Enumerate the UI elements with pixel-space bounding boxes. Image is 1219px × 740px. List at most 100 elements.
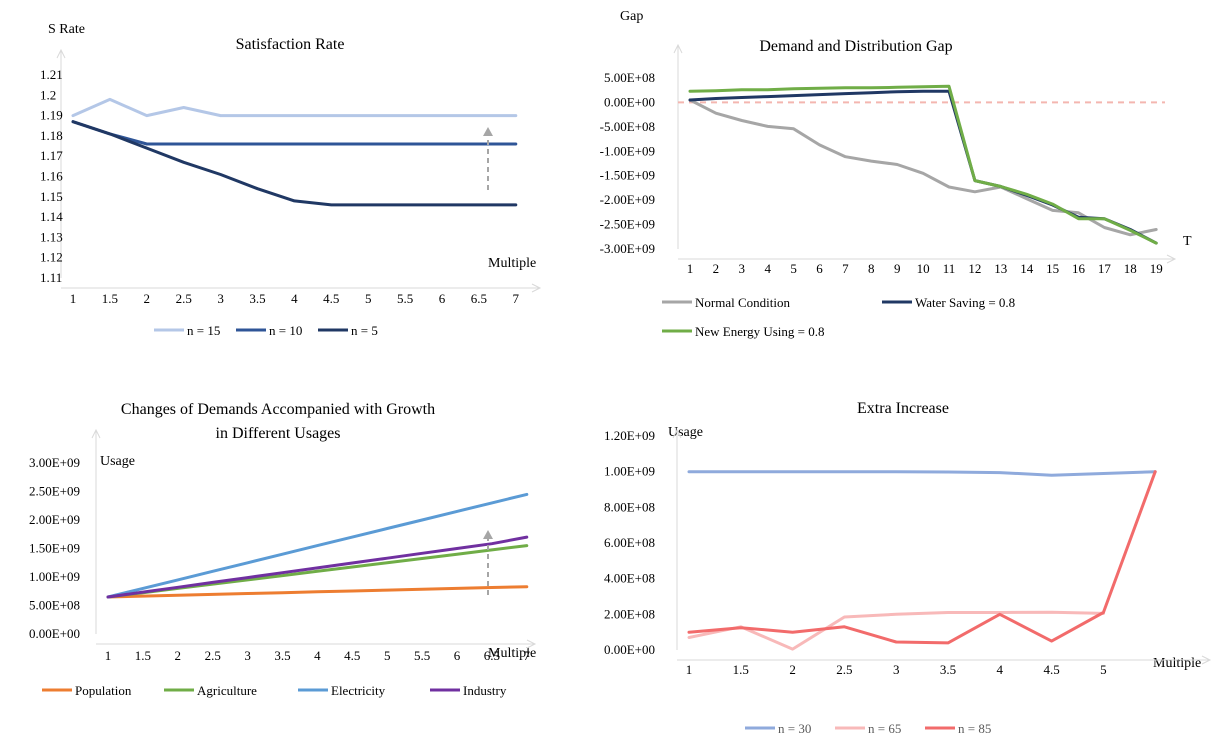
chart2-xlabel: T xyxy=(1183,234,1192,249)
chart3-x-tick-label: 3.5 xyxy=(274,648,290,663)
chart3-y-tick-label: 2.00E+09 xyxy=(29,512,80,527)
chart3-y-tick-label: 5.00E+08 xyxy=(29,598,80,613)
chart2-y-tick-label: -5.00E+08 xyxy=(600,119,655,134)
chart2-legend-label: New Energy Using = 0.8 xyxy=(695,324,825,339)
chart2-x-tick-label: 17 xyxy=(1098,261,1112,276)
chart1-series-line-n-10 xyxy=(71,120,518,146)
chart4-series-line-n-30 xyxy=(687,470,1157,477)
chart4-x-tick-label: 3 xyxy=(893,662,900,677)
chart1-x-tick-label: 1.5 xyxy=(102,291,118,306)
chart3-x-tick-label: 4 xyxy=(314,648,321,663)
chart2-series-line-water-saving-0-8 xyxy=(688,89,1158,245)
chart4-x-arrowhead xyxy=(1201,655,1212,665)
chart2-x-tick-label: 11 xyxy=(943,261,956,276)
chart2-x-tick-label: 9 xyxy=(894,261,901,276)
chart2-y-tick-label: 0.00E+00 xyxy=(604,94,655,109)
chart1-y-tick-label: 1.2 xyxy=(40,87,56,102)
chart4-y-tick-label: 0.00E+00 xyxy=(604,642,655,657)
chart4-y-tick-label: 1.20E+09 xyxy=(604,428,655,443)
chart4-y-tick-label: 1.00E+09 xyxy=(604,464,655,479)
chart2-x-tick-label: 18 xyxy=(1124,261,1137,276)
chart2-legend-label: Water Saving = 0.8 xyxy=(915,295,1015,310)
chart2-x-tick-label: 14 xyxy=(1020,261,1034,276)
chart3-legend-label: Population xyxy=(75,683,132,698)
chart2-series-line-normal-condition xyxy=(688,98,1158,237)
chart1-annotation-arrowhead xyxy=(483,127,493,136)
chart3-x-tick-label: 5.5 xyxy=(414,648,430,663)
chart1-x-tick-label: 2 xyxy=(144,291,151,306)
chart3-xlabel: Multiple xyxy=(488,646,536,661)
chart4-x-tick-label: 5 xyxy=(1100,662,1107,677)
chart2-x-tick-label: 4 xyxy=(764,261,771,276)
chart3-x-tick-label: 3 xyxy=(244,648,251,663)
chart4-x-tick-label: 3.5 xyxy=(940,662,956,677)
chart2-y-tick-label: 5.00E+08 xyxy=(604,70,655,85)
chart3-x-tick-label: 1.5 xyxy=(135,648,151,663)
chart1-ylabel: S Rate xyxy=(48,22,85,37)
chart4-xlabel: Multiple xyxy=(1153,656,1201,671)
chart2-y-tick-label: -1.00E+09 xyxy=(600,143,655,158)
chart1-y-tick-label: 1.12 xyxy=(40,250,63,265)
chart3-ylabel: Usage xyxy=(100,454,135,469)
chart3-legend-label: Industry xyxy=(463,683,507,698)
chart3-legend-label: Agriculture xyxy=(197,683,257,698)
chart1-title: Satisfaction Rate xyxy=(236,36,345,53)
chart2-x-tick-label: 15 xyxy=(1046,261,1059,276)
chart2-y-tick-label: -3.00E+09 xyxy=(600,241,655,256)
chart2-y-tick-label: -2.50E+09 xyxy=(600,217,655,232)
chart2-x-tick-label: 5 xyxy=(790,261,797,276)
chart3-y-tick-label: 3.00E+09 xyxy=(29,455,80,470)
chart2-x-tick-label: 10 xyxy=(917,261,930,276)
chart1-xlabel: Multiple xyxy=(488,256,536,271)
chart3-x-tick-label: 6.5 xyxy=(484,648,500,663)
chart1-y-tick-label: 1.18 xyxy=(40,128,63,143)
chart1-x-tick-label: 3 xyxy=(217,291,224,306)
chart1-y-tick-label: 1.19 xyxy=(40,108,63,123)
chart2-x-tick-label: 6 xyxy=(816,261,823,276)
chart2-y-arrowhead xyxy=(673,43,683,54)
chart4-y-tick-label: 2.00E+08 xyxy=(604,606,655,621)
chart3-annotation-arrowhead xyxy=(483,530,493,539)
chart4-title: Extra Increase xyxy=(857,400,949,417)
chart2-x-tick-label: 2 xyxy=(713,261,720,276)
chart3-x-arrowhead xyxy=(526,639,537,649)
chart2-x-tick-label: 13 xyxy=(994,261,1007,276)
chart1-x-tick-label: 5.5 xyxy=(397,291,413,306)
chart1-x-tick-label: 1 xyxy=(70,291,77,306)
chart4-y-tick-label: 4.00E+08 xyxy=(604,571,655,586)
chart1-y-tick-label: 1.15 xyxy=(40,189,63,204)
chart4-x-tick-label: 4 xyxy=(997,662,1004,677)
chart3-x-tick-label: 7 xyxy=(524,648,531,663)
chart2-y-tick-label: -1.50E+09 xyxy=(600,168,655,183)
chart1-y-tick-label: 1.21 xyxy=(40,67,63,82)
chart2-x-tick-label: 16 xyxy=(1072,261,1086,276)
chart4-x-tick-label: 1 xyxy=(686,662,693,677)
chart2-x-tick-label: 12 xyxy=(968,261,981,276)
chart3-y-tick-label: 2.50E+09 xyxy=(29,484,80,499)
chart2-x-tick-label: 8 xyxy=(868,261,875,276)
chart1-y-tick-label: 1.17 xyxy=(40,148,63,163)
chart3-x-tick-label: 2.5 xyxy=(205,648,221,663)
chart4-legend-label: n = 30 xyxy=(778,721,811,736)
chart2-ylabel: Gap xyxy=(620,9,643,24)
chart2-x-tick-label: 1 xyxy=(687,261,694,276)
chart1-x-tick-label: 5 xyxy=(365,291,372,306)
chart3-y-arrowhead xyxy=(91,428,101,439)
chart3-x-tick-label: 2 xyxy=(175,648,182,663)
chart4-x-tick-label: 4.5 xyxy=(1043,662,1059,677)
chart3-x-tick-label: 5 xyxy=(384,648,391,663)
chart2-x-tick-label: 3 xyxy=(739,261,746,276)
chart4-series-line-n-65 xyxy=(687,610,1105,651)
chart1-y-arrowhead xyxy=(56,48,66,59)
chart1-y-tick-label: 1.13 xyxy=(40,229,63,244)
chart4-y-tick-label: 8.00E+08 xyxy=(604,499,655,514)
chart1-x-tick-label: 6.5 xyxy=(471,291,487,306)
chart3-y-tick-label: 1.50E+09 xyxy=(29,541,80,556)
chart1-legend-label: n = 15 xyxy=(187,323,220,338)
chart1-legend-label: n = 10 xyxy=(269,323,302,338)
chart4-series-line-n-85 xyxy=(687,470,1157,645)
chart4-legend-label: n = 65 xyxy=(868,721,901,736)
chart3-y-tick-label: 1.00E+09 xyxy=(29,569,80,584)
chart3-series-line-industry xyxy=(106,535,529,599)
